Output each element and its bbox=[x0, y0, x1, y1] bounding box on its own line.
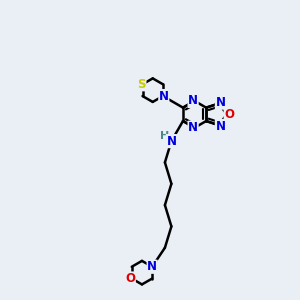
Text: N: N bbox=[215, 96, 225, 109]
Text: O: O bbox=[224, 108, 234, 121]
Text: N: N bbox=[167, 135, 176, 148]
Text: N: N bbox=[188, 121, 198, 134]
Text: N: N bbox=[159, 89, 169, 103]
Text: N: N bbox=[147, 260, 157, 273]
Text: O: O bbox=[125, 272, 135, 285]
Text: S: S bbox=[137, 78, 146, 91]
Text: H: H bbox=[160, 131, 170, 141]
Text: N: N bbox=[215, 120, 225, 133]
Text: N: N bbox=[188, 94, 198, 107]
